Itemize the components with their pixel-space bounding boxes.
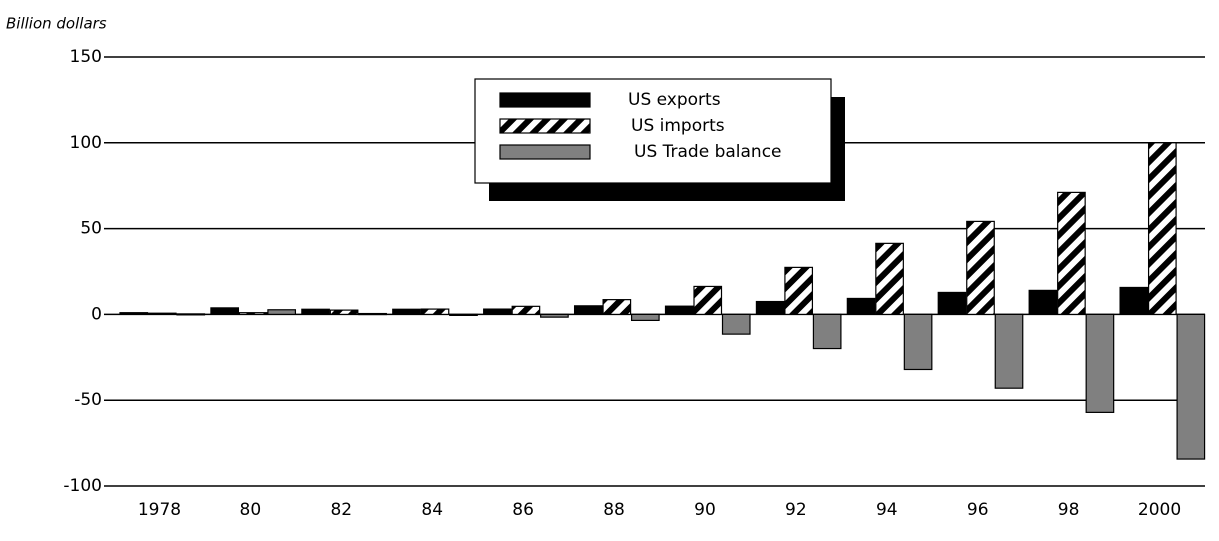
- bar: [812, 313, 842, 350]
- bar: [1119, 286, 1149, 316]
- bar: [238, 312, 268, 315]
- x-tick-label: 80: [240, 500, 262, 520]
- y-axis-label: Billion dollars: [6, 15, 107, 33]
- y-tick-label: 0: [91, 304, 102, 324]
- bar: [937, 291, 967, 316]
- bar: [267, 309, 297, 316]
- bar: [994, 313, 1024, 389]
- x-tick-label: 94: [876, 500, 898, 520]
- y-tick-label: -100: [63, 476, 102, 496]
- x-tick-label: 1978: [138, 500, 181, 520]
- x-tick-label: 90: [694, 500, 716, 520]
- x-tick-label: 2000: [1138, 500, 1181, 520]
- legend-label: US imports: [631, 116, 725, 136]
- x-tick-label: 96: [967, 500, 989, 520]
- x-tick-label: 98: [1058, 500, 1080, 520]
- bar: [784, 266, 814, 315]
- bar: [755, 300, 785, 315]
- bar: [903, 313, 933, 371]
- bar: [693, 285, 723, 315]
- x-tick-label: 82: [330, 500, 352, 520]
- bar: [1085, 313, 1115, 413]
- legend-label: US Trade balance: [634, 142, 782, 162]
- bar: [119, 312, 149, 315]
- bar: [301, 308, 330, 316]
- y-tick-label: -50: [74, 390, 102, 410]
- x-tick-label: 88: [603, 500, 625, 520]
- bar: [1176, 313, 1206, 460]
- bar: [846, 297, 876, 315]
- bar: [875, 242, 904, 316]
- y-tick-label: 150: [70, 47, 102, 67]
- bar: [176, 313, 206, 316]
- bar: [573, 305, 603, 316]
- bar: [449, 313, 478, 316]
- bar: [966, 220, 995, 316]
- bar: [210, 307, 240, 316]
- bar: [329, 309, 359, 315]
- bar: [511, 305, 541, 316]
- legend-swatch: [499, 92, 591, 108]
- y-tick-label: 100: [70, 133, 102, 153]
- bar: [147, 312, 177, 315]
- bar: [630, 313, 660, 322]
- x-tick-label: 84: [421, 500, 443, 520]
- bar: [602, 299, 632, 315]
- x-tick-label: 86: [512, 500, 534, 520]
- bar: [1147, 142, 1177, 316]
- bar: [358, 312, 387, 316]
- bar: [721, 313, 751, 335]
- bar: [1028, 289, 1058, 316]
- legend-swatch: [499, 144, 591, 160]
- bar: [664, 305, 694, 316]
- x-tick-label: 92: [785, 500, 807, 520]
- bar: [420, 308, 450, 316]
- bar: [392, 308, 421, 316]
- bar: [1057, 191, 1086, 315]
- bar: [540, 313, 569, 318]
- bar: [483, 308, 512, 316]
- legend-swatch: [499, 118, 591, 134]
- legend-label: US exports: [628, 90, 721, 110]
- y-tick-label: 50: [80, 219, 102, 239]
